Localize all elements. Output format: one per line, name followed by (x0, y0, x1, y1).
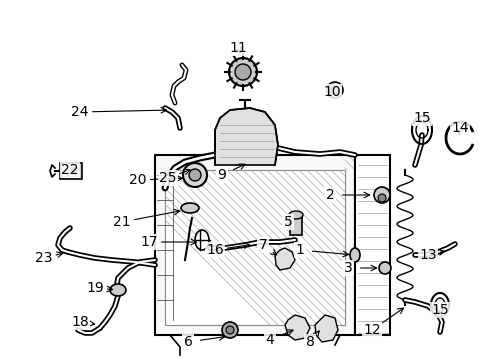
Circle shape (222, 322, 238, 338)
Text: 18: 18 (71, 315, 89, 329)
Text: 23: 23 (35, 251, 53, 265)
Circle shape (225, 326, 234, 334)
Text: 5: 5 (283, 215, 292, 229)
Text: 21: 21 (113, 215, 131, 229)
Ellipse shape (181, 203, 199, 213)
Text: 24: 24 (71, 105, 88, 119)
Text: 22: 22 (61, 163, 79, 177)
Text: 2: 2 (325, 188, 334, 202)
Text: 16: 16 (206, 243, 224, 257)
Circle shape (373, 187, 389, 203)
Text: 19: 19 (86, 281, 103, 295)
Bar (354, 155, 389, 335)
Text: 25: 25 (159, 171, 176, 185)
Circle shape (183, 163, 206, 187)
Circle shape (228, 58, 257, 86)
Circle shape (377, 194, 385, 202)
Text: 8: 8 (305, 335, 314, 349)
Text: 20: 20 (129, 173, 146, 187)
Text: 3: 3 (343, 261, 352, 275)
Polygon shape (285, 315, 309, 340)
Circle shape (189, 169, 201, 181)
Text: 1: 1 (295, 243, 304, 257)
Text: 10: 10 (323, 85, 340, 99)
Ellipse shape (288, 211, 303, 219)
Polygon shape (215, 108, 278, 165)
Text: 15: 15 (430, 303, 448, 317)
Ellipse shape (349, 248, 359, 262)
Text: 15: 15 (412, 111, 430, 125)
Polygon shape (314, 315, 337, 342)
Bar (155, 155, 354, 335)
Text: 17: 17 (140, 235, 158, 249)
Text: 13: 13 (418, 248, 436, 262)
Circle shape (330, 86, 338, 94)
Circle shape (378, 262, 390, 274)
Circle shape (326, 82, 342, 98)
Text: 9: 9 (217, 168, 226, 182)
Bar (164, 170, 345, 325)
Text: 11: 11 (229, 41, 246, 55)
Ellipse shape (195, 230, 208, 250)
Ellipse shape (110, 284, 126, 296)
Bar (289, 215, 302, 235)
Polygon shape (274, 248, 294, 270)
Text: 14: 14 (450, 121, 468, 135)
Bar (60, 163, 82, 179)
Text: 4: 4 (265, 333, 274, 347)
Text: 6: 6 (183, 335, 192, 349)
Text: 12: 12 (363, 323, 380, 337)
Circle shape (235, 64, 250, 80)
Text: 7: 7 (258, 238, 267, 252)
